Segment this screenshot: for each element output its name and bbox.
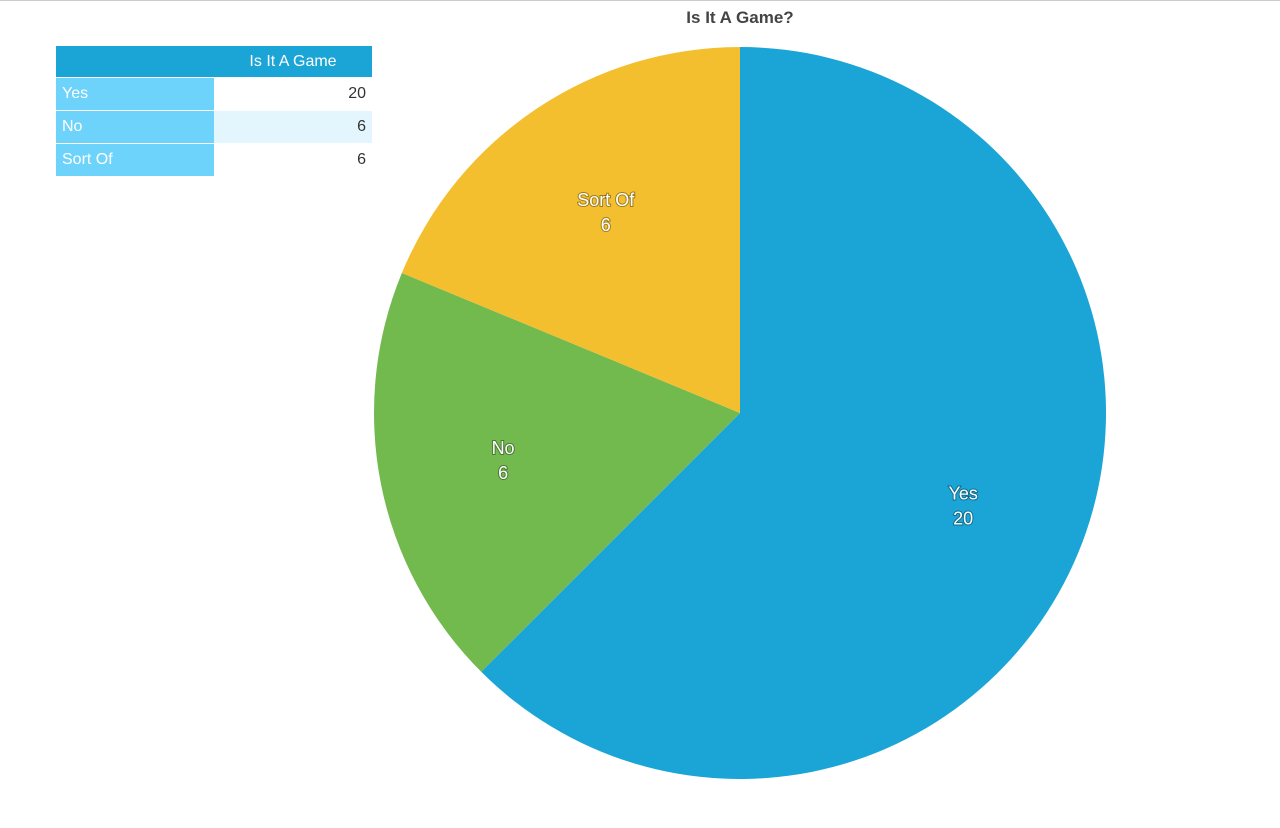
slice-value: 6 [601, 215, 611, 235]
table-row: Sort Of 6 [56, 144, 372, 176]
table-row: No 6 [56, 111, 372, 143]
table-row: Yes 20 [56, 78, 372, 110]
row-value: 20 [348, 85, 366, 102]
slice-label: Sort Of [577, 190, 635, 210]
slice-value: 20 [953, 508, 973, 528]
row-label: Yes [56, 78, 214, 110]
row-label: No [56, 111, 214, 143]
data-table: Is It A Game Yes 20 No 6 Sort Of 6 [56, 46, 372, 176]
slice-label: No [492, 438, 515, 458]
row-value: 6 [214, 111, 372, 143]
slice-value: 6 [498, 463, 508, 483]
pie-slice [481, 47, 1106, 780]
row-value: 6 [357, 151, 366, 168]
pie-slice [401, 47, 740, 413]
chart-title: Is It A Game? [686, 8, 793, 27]
row-label: Sort Of [56, 144, 214, 176]
pie-slice [374, 272, 740, 672]
table-header: Is It A Game [56, 46, 372, 77]
slice-label: Yes [948, 483, 977, 503]
